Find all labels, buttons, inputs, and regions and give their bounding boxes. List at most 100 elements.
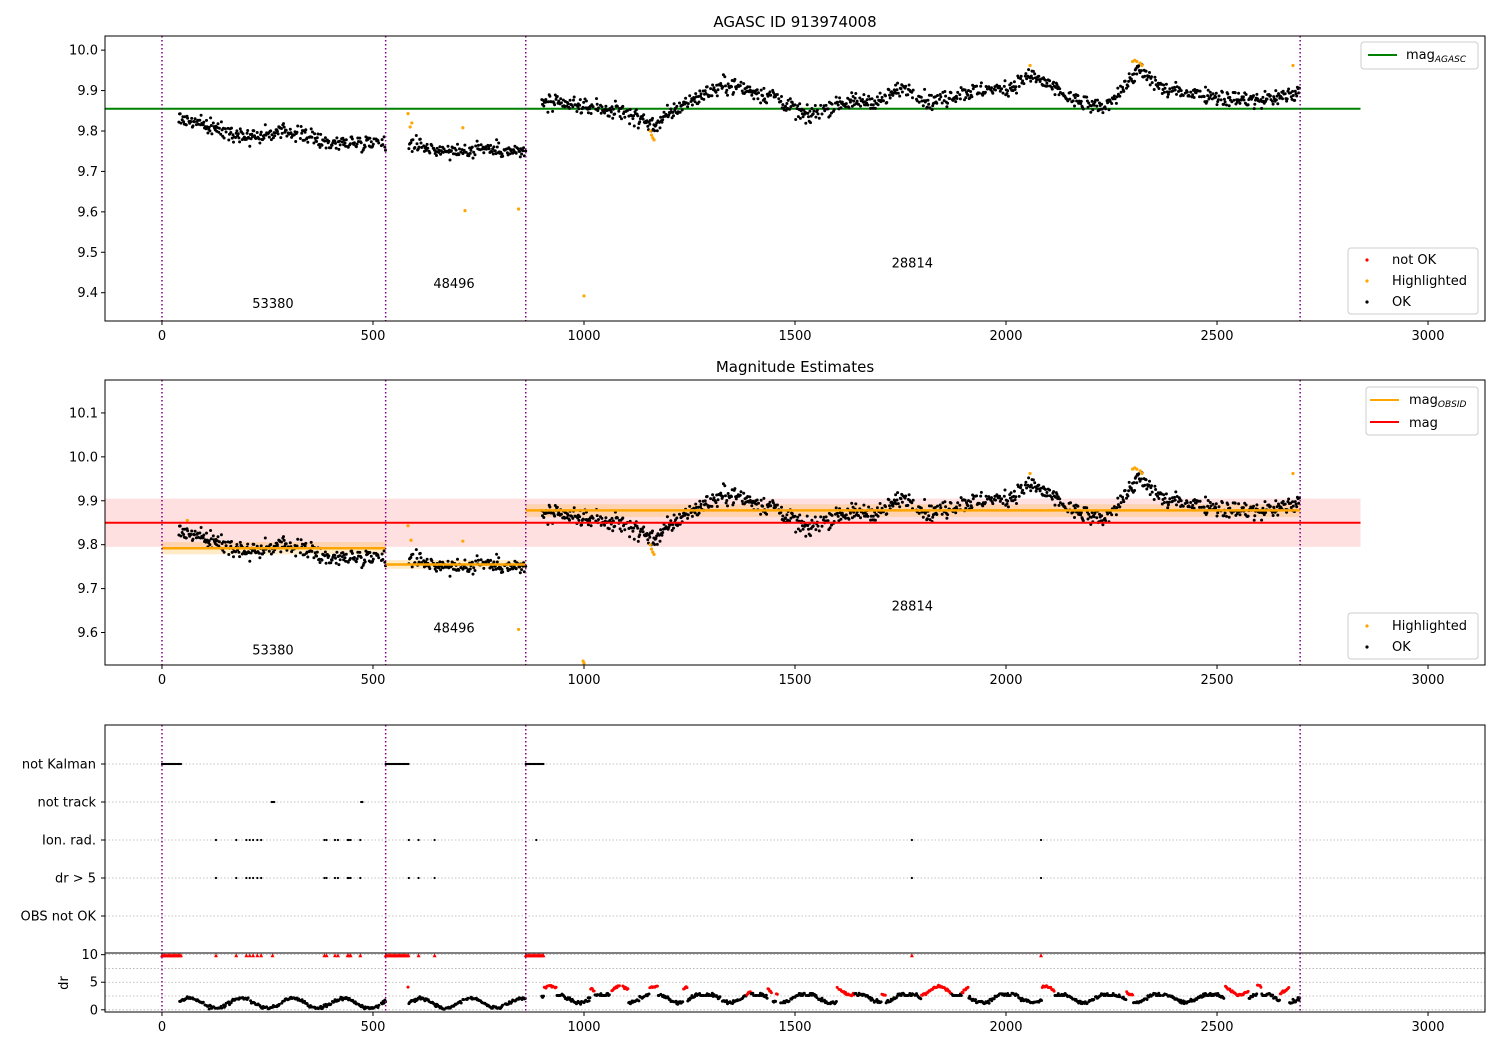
- ok-point: [1246, 103, 1250, 107]
- ok-point: [222, 550, 226, 554]
- ok-point: [201, 122, 205, 126]
- ok-point: [1150, 490, 1154, 494]
- ok-point: [867, 94, 871, 98]
- ok-point: [854, 502, 858, 506]
- ok-point: [315, 140, 319, 143]
- ok-point: [217, 540, 221, 544]
- ok-point: [1053, 503, 1057, 507]
- y-tick-label: 10.0: [69, 44, 98, 59]
- ok-point: [352, 556, 356, 559]
- ok-point: [894, 493, 898, 497]
- ok-point: [554, 97, 558, 101]
- y-tick-label: 0: [90, 1003, 98, 1018]
- ok-point: [1202, 95, 1206, 99]
- ok-point: [1121, 495, 1124, 499]
- ok-point: [987, 495, 991, 499]
- ok-point: [615, 104, 619, 108]
- ok-point: [371, 142, 375, 146]
- ok-point: [267, 549, 271, 553]
- ok-point: [675, 104, 679, 108]
- ok-point: [813, 104, 817, 107]
- ok-point: [655, 129, 659, 133]
- dr-point: [1131, 993, 1135, 997]
- ok-point: [1045, 81, 1049, 85]
- ok-point: [250, 132, 254, 136]
- ok-point: [705, 85, 709, 89]
- ok-point: [491, 152, 495, 156]
- ok-point: [1265, 97, 1269, 101]
- ok-point: [895, 88, 899, 92]
- ok-point: [437, 566, 441, 570]
- panel-title: Magnitude Estimates: [716, 358, 874, 376]
- ok-point: [1174, 80, 1178, 84]
- ok-point: [769, 93, 773, 97]
- ok-point: [801, 527, 805, 531]
- ok-point: [811, 112, 815, 116]
- ok-point: [1121, 85, 1124, 89]
- ok-point: [500, 152, 504, 156]
- ok-point: [793, 514, 797, 518]
- ok-point: [309, 540, 313, 544]
- ok-point: [354, 145, 358, 149]
- ok-point: [462, 151, 465, 155]
- ok-point: [834, 506, 838, 510]
- ok-point: [1244, 93, 1248, 96]
- ok-point: [419, 556, 423, 560]
- ok-point: [812, 109, 816, 113]
- dr-point: [854, 991, 858, 995]
- ok-point: [946, 513, 950, 517]
- ok-point: [740, 499, 744, 503]
- highlighted-point: [406, 524, 410, 528]
- highlighted-point: [649, 547, 654, 551]
- ok-point: [346, 560, 350, 564]
- highlighted-point: [1140, 471, 1144, 476]
- ok-point: [1069, 501, 1072, 505]
- ok-point: [497, 556, 501, 560]
- ok-point: [925, 105, 929, 109]
- ok-point: [1214, 506, 1218, 510]
- ok-point: [313, 132, 317, 136]
- ok-point: [294, 554, 298, 558]
- ok-point: [1024, 72, 1028, 76]
- ok-point: [343, 556, 347, 560]
- ok-point: [844, 516, 848, 520]
- ok-point: [710, 94, 714, 98]
- ok-point: [686, 516, 690, 520]
- ok-point: [235, 543, 239, 546]
- ok-point: [1096, 98, 1099, 102]
- ok-point: [993, 494, 997, 498]
- dr-point: [1118, 995, 1122, 999]
- ok-point: [415, 142, 419, 146]
- ok-point: [1227, 515, 1231, 519]
- ok-point: [969, 500, 973, 504]
- ok-point: [694, 92, 698, 96]
- ok-point: [636, 114, 640, 118]
- ok-point: [680, 108, 684, 112]
- ok-point: [259, 133, 263, 137]
- plot-area: 53380 48496 28814 0 500 1000 1500 2000 2500 3000 9…: [69, 35, 1486, 344]
- ok-point: [333, 553, 337, 557]
- ok-point: [219, 132, 223, 136]
- ok-point: [1174, 490, 1178, 494]
- ok-point: [316, 132, 320, 136]
- ok-point: [1189, 501, 1193, 504]
- ok-point: [1214, 91, 1218, 95]
- dr-point: [1124, 998, 1128, 1002]
- ok-point: [816, 112, 820, 116]
- ok-point: [655, 534, 659, 538]
- ok-point: [1132, 481, 1136, 485]
- ok-point: [785, 513, 789, 517]
- ok-point: [1125, 496, 1128, 500]
- flag-row-label: not Kalman: [22, 758, 96, 773]
- flag-row-label: not track: [37, 796, 96, 811]
- ok-point: [304, 128, 308, 132]
- flag-point: [323, 838, 326, 842]
- highlighted-point: [409, 538, 413, 542]
- ok-point: [600, 105, 604, 109]
- ok-point: [814, 115, 818, 119]
- ok-point: [805, 103, 809, 107]
- ok-point: [855, 99, 859, 103]
- ok-point: [262, 136, 266, 140]
- ok-point: [482, 566, 486, 570]
- dr-point: [376, 1006, 380, 1009]
